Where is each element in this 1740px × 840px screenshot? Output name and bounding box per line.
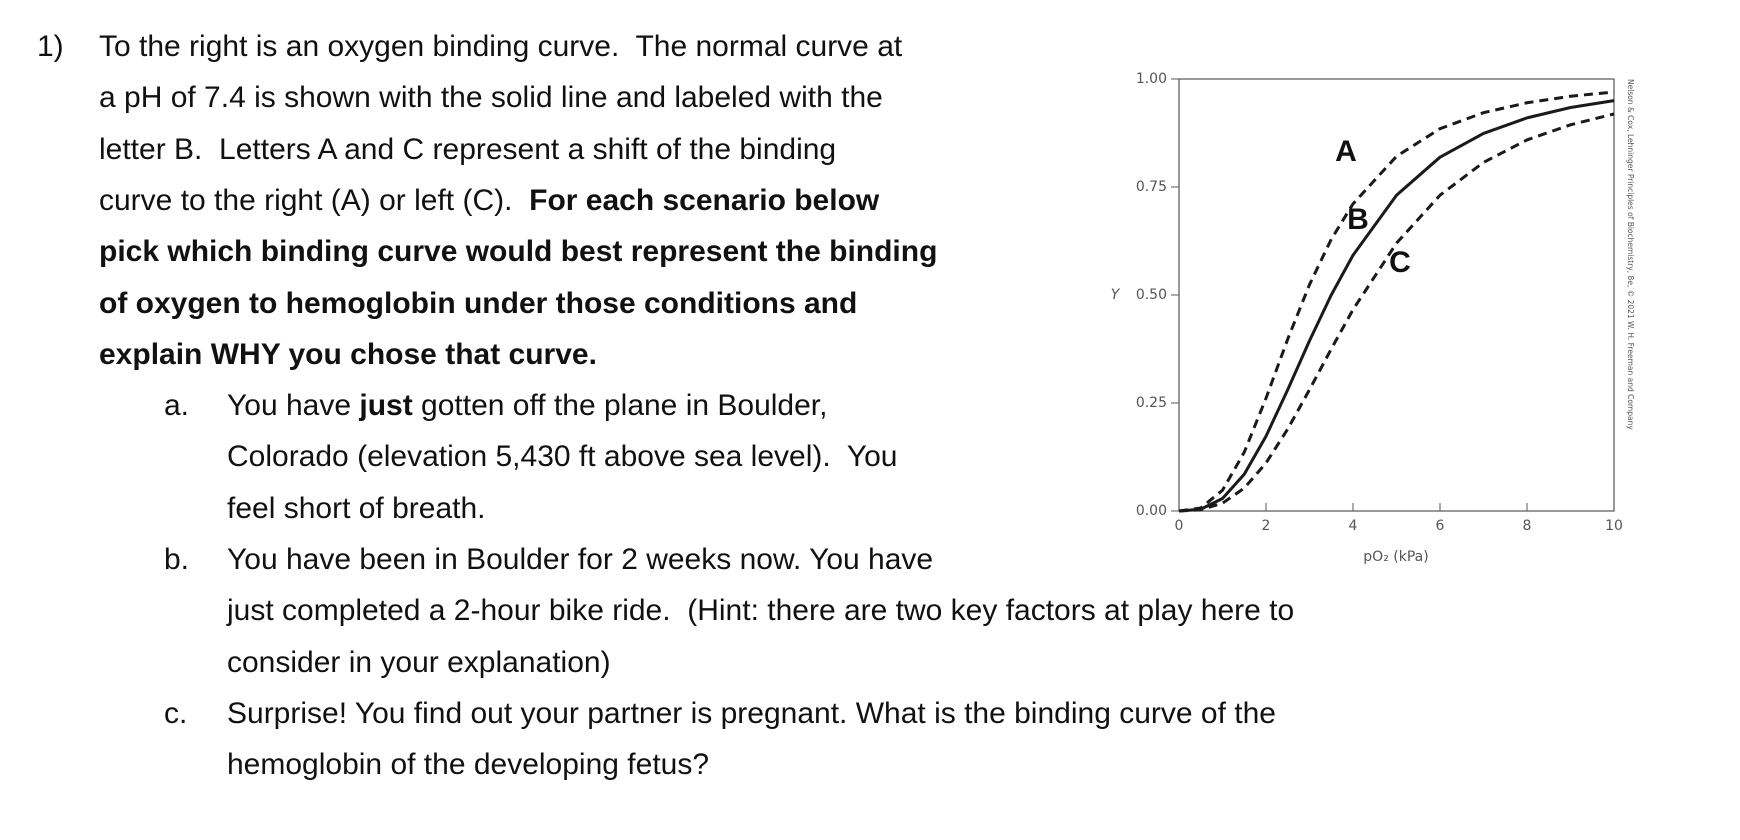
y-tick-label: 0.75 xyxy=(1136,179,1167,195)
y-tick-label: 0.25 xyxy=(1136,395,1167,411)
x-tick-label: 6 xyxy=(1436,518,1445,534)
text-run: To the right is an oxygen binding curve.… xyxy=(99,30,903,63)
text-run: explain WHY you chose that curve. xyxy=(99,337,597,371)
curve xyxy=(1178,112,1615,513)
text-line: just completed a 2-hour bike ride. (Hint… xyxy=(227,593,1294,629)
text-line: pick which binding curve would best repr… xyxy=(99,234,937,270)
text-run: of oxygen to hemoglobin under those cond… xyxy=(99,286,858,320)
x-tick-label: 10 xyxy=(1605,518,1623,534)
text-run: just completed a 2-hour bike ride. (Hint… xyxy=(227,594,1295,628)
x-tick-label: 4 xyxy=(1349,518,1358,534)
y-tick-label: 1.00 xyxy=(1136,71,1167,87)
text-run: Colorado (elevation 5,430 ft above sea l… xyxy=(227,440,898,474)
item-letter: b. xyxy=(164,543,190,576)
text-line: letter B. Letters A and C represent a sh… xyxy=(99,132,836,168)
plot-frame xyxy=(1178,78,1615,512)
text-run: You have xyxy=(227,389,360,423)
question-number: 1) xyxy=(37,30,64,63)
x-tick-label: 8 xyxy=(1523,518,1532,534)
curve xyxy=(1178,90,1615,513)
text-line: hemoglobin of the developing fetus? xyxy=(227,747,709,783)
text-line: a pH of 7.4 is shown with the solid line… xyxy=(99,80,883,116)
text-line: To the right is an oxygen binding curve.… xyxy=(99,29,902,65)
y-axis-label: Y xyxy=(1111,287,1121,303)
text-line: curve to the right (A) or left (C). For … xyxy=(99,183,879,219)
text-line: consider in your explanation) xyxy=(227,645,611,681)
text-run: consider in your explanation) xyxy=(227,645,611,679)
text-run: pick which binding curve would best repr… xyxy=(99,235,938,269)
text-line: You have been in Boulder for 2 weeks now… xyxy=(227,542,933,578)
curve-label: A xyxy=(1335,135,1357,168)
x-tick-label: 0 xyxy=(1175,518,1184,534)
text-run: feel short of breath. xyxy=(227,491,486,525)
item-letter: a. xyxy=(164,389,190,423)
curve-label: C xyxy=(1389,246,1411,279)
text-run: hemoglobin of the developing fetus? xyxy=(227,748,710,782)
y-tick-label: 0.50 xyxy=(1136,287,1167,303)
text-run: gotten off the plane in Boulder, xyxy=(412,389,828,423)
x-tick-label: 2 xyxy=(1262,518,1271,534)
text-run: curve to the right (A) or left (C). xyxy=(99,183,530,217)
curve xyxy=(1178,99,1615,513)
text-line: Colorado (elevation 5,430 ft above sea l… xyxy=(227,439,897,475)
chart: Y pO₂ (kPa) Nelson & Cox, Lehninger Prin… xyxy=(1111,71,1635,565)
x-axis-label: pO₂ (kPa) xyxy=(1363,549,1428,565)
text-run: For each scenario below xyxy=(529,183,880,217)
credit: Nelson & Cox, Lehninger Principles of Bi… xyxy=(1626,79,1635,430)
curve-label: B xyxy=(1347,203,1369,236)
text-run: You have been in Boulder for 2 weeks now… xyxy=(227,543,934,576)
item-letter: c. xyxy=(164,696,188,730)
text-line: explain WHY you chose that curve. xyxy=(99,337,597,373)
text-run: a pH of 7.4 is shown with the solid line… xyxy=(99,81,883,115)
text-line: feel short of breath. xyxy=(227,491,486,527)
text-line: of oxygen to hemoglobin under those cond… xyxy=(99,286,857,322)
y-tick-label: 0.00 xyxy=(1136,503,1167,519)
text-line: Surprise! You find out your partner is p… xyxy=(227,696,1276,732)
text-run: letter B. Letters A and C represent a sh… xyxy=(99,132,837,166)
text-run: just xyxy=(359,389,413,423)
text-run: Surprise! You find out your partner is p… xyxy=(227,696,1276,730)
text-line: You have just gotten off the plane in Bo… xyxy=(227,388,827,424)
